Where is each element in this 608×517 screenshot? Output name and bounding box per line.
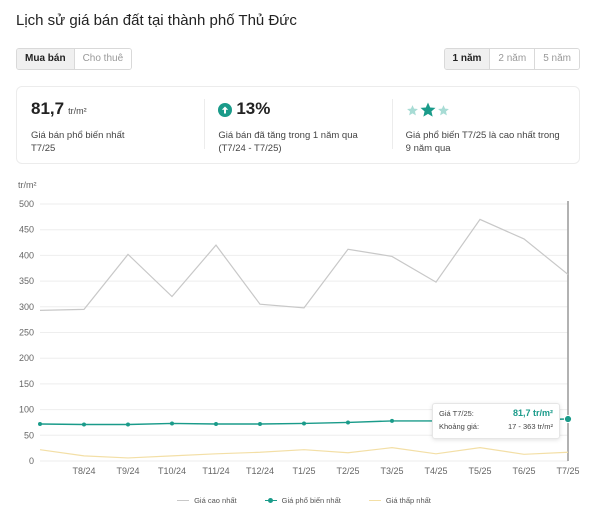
y-tick-label: 100 bbox=[19, 405, 34, 415]
y-axis-unit-label: tr/m² bbox=[18, 180, 37, 190]
tab-cho-thue[interactable]: Cho thuê bbox=[74, 49, 132, 69]
star-small-left-icon bbox=[406, 104, 418, 115]
data-point bbox=[390, 418, 394, 423]
rank-period: 9 năm qua bbox=[405, 143, 451, 154]
chart-tooltip: Giá T7/25: 81,7 tr/m² Khoảng giá: 17 - 3… bbox=[432, 403, 560, 439]
x-tick-label: T1/25 bbox=[292, 466, 315, 476]
change-period: (T7/24 - T7/25) bbox=[218, 143, 282, 154]
series-line-high bbox=[39, 218, 569, 311]
x-tick-label: T12/24 bbox=[246, 466, 274, 476]
star-large-icon bbox=[420, 102, 436, 117]
tooltip-value-range: 17 - 363 tr/m² bbox=[507, 422, 553, 431]
y-tick-label: 500 bbox=[19, 199, 34, 209]
data-point bbox=[214, 421, 218, 426]
price-unit: tr/m² bbox=[68, 106, 87, 116]
rank-desc: Giá phổ biến T7/25 là cao nhất trong bbox=[405, 130, 560, 141]
x-tick-label: T3/25 bbox=[380, 466, 403, 476]
rank-card: Giá phổ biến T7/25 là cao nhất trong 9 n… bbox=[391, 87, 579, 163]
price-desc: Giá bán phổ biến nhất bbox=[31, 130, 125, 141]
highlight-point bbox=[563, 414, 573, 424]
arrow-up-circle-icon bbox=[218, 103, 233, 117]
legend-item-common[interactable]: Giá phổ biến nhất bbox=[264, 496, 341, 505]
x-tick-label: T9/24 bbox=[116, 466, 139, 476]
x-tick-label: T6/25 bbox=[512, 466, 535, 476]
mode-toggle: Mua bán Cho thuê bbox=[16, 48, 133, 70]
x-tick-label: T7/25 bbox=[556, 466, 579, 476]
series-line-low bbox=[39, 447, 569, 459]
y-tick-label: 400 bbox=[19, 250, 34, 260]
y-tick-label: 50 bbox=[24, 430, 34, 440]
x-tick-label: T4/25 bbox=[424, 466, 447, 476]
tooltip-label-price: Giá T7/25: bbox=[439, 409, 474, 418]
tab-1-year[interactable]: 1 năm bbox=[444, 49, 491, 69]
legend-item-low[interactable]: Giá thấp nhất bbox=[368, 496, 431, 505]
x-tick-label: T10/24 bbox=[158, 466, 186, 476]
rating-stars bbox=[406, 99, 565, 121]
x-tick-label: T8/24 bbox=[72, 466, 95, 476]
legend-line-common bbox=[264, 498, 277, 503]
tooltip-value-price: 81,7 tr/m² bbox=[512, 408, 553, 418]
y-tick-label: 350 bbox=[19, 276, 34, 286]
legend-line-high bbox=[177, 500, 190, 501]
price-period: T7/25 bbox=[31, 143, 56, 154]
legend-label-common: Giá phổ biến nhất bbox=[281, 496, 341, 505]
data-point bbox=[38, 421, 42, 426]
data-point bbox=[126, 422, 130, 427]
change-card: 13% Giá bán đã tăng trong 1 năm qua (T7/… bbox=[204, 87, 391, 163]
tab-2-years[interactable]: 2 năm bbox=[490, 49, 536, 69]
tooltip-label-range: Khoảng giá: bbox=[439, 422, 480, 431]
data-point bbox=[258, 421, 262, 426]
tab-mua-ban[interactable]: Mua bán bbox=[17, 49, 75, 69]
x-tick-label: T2/25 bbox=[336, 466, 359, 476]
page-title: Lịch sử giá bán đất tại thành phố Thủ Đứ… bbox=[16, 12, 297, 29]
price-card: 81,7 tr/m² Giá bán phổ biến nhất T7/25 bbox=[17, 87, 204, 163]
period-toggle: 1 năm 2 năm 5 năm bbox=[443, 48, 580, 70]
change-value: 13% bbox=[236, 99, 271, 118]
star-small-right-icon bbox=[437, 104, 449, 115]
legend-line-low bbox=[368, 500, 381, 501]
data-point bbox=[302, 421, 306, 426]
summary-panel: 81,7 tr/m² Giá bán phổ biến nhất T7/25 1… bbox=[16, 86, 580, 164]
y-tick-label: 250 bbox=[19, 328, 34, 338]
legend-label-low: Giá thấp nhất bbox=[385, 496, 431, 505]
y-tick-label: 0 bbox=[29, 456, 34, 466]
data-point bbox=[346, 420, 350, 425]
y-tick-label: 200 bbox=[19, 353, 34, 363]
legend-item-high[interactable]: Giá cao nhất bbox=[177, 496, 237, 505]
data-point bbox=[170, 421, 174, 426]
y-tick-label: 150 bbox=[19, 379, 34, 389]
legend-label-high: Giá cao nhất bbox=[194, 496, 237, 505]
chart-legend: Giá cao nhất Giá phổ biến nhất Giá thấp … bbox=[0, 496, 608, 505]
common-price-value: 81,7 bbox=[31, 99, 65, 118]
data-point bbox=[82, 422, 86, 427]
tab-5-years[interactable]: 5 năm bbox=[535, 49, 579, 69]
change-desc: Giá bán đã tăng trong 1 năm qua bbox=[218, 130, 358, 141]
y-tick-label: 300 bbox=[19, 302, 34, 312]
y-tick-label: 450 bbox=[19, 225, 34, 235]
x-tick-label: T11/24 bbox=[202, 466, 229, 476]
x-tick-label: T5/25 bbox=[468, 466, 491, 476]
